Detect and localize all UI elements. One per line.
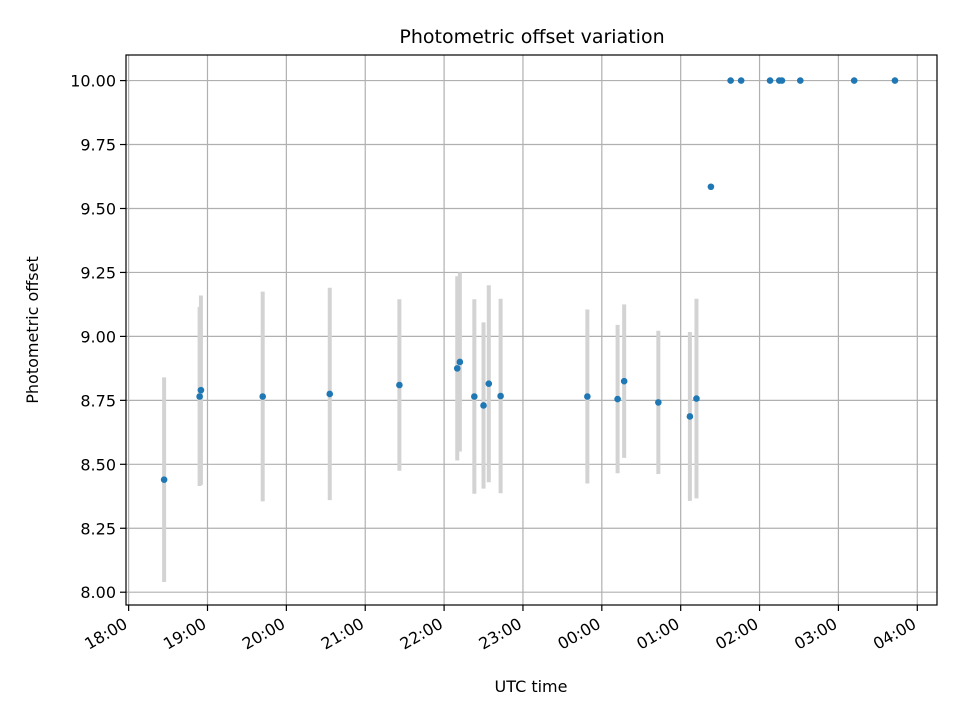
data-point [655,399,662,406]
data-point [614,395,621,403]
error-bars [162,272,699,582]
data-point [471,393,478,400]
data-point [197,386,205,394]
data-point [778,77,786,84]
data-point [620,377,628,385]
data-point [160,476,168,483]
data-point [497,392,504,400]
data-point [396,381,403,389]
y-tick-label: 8.25 [80,519,116,538]
x-tick-label: 22:00 [397,614,446,654]
y-tick-label: 9.00 [80,327,116,346]
x-tick-label: 20:00 [239,614,288,654]
data-point [727,77,734,84]
x-tick-label: 04:00 [870,614,919,654]
data-point [766,77,774,84]
y-tick-label: 8.75 [80,391,116,410]
chart-title: Photometric offset variation [399,26,664,48]
data-point [737,77,745,84]
data-point [796,77,804,84]
data-points [160,77,899,483]
y-axis-title: Photometric offset [23,256,42,404]
y-axis: 8.00 8.25 8.50 8.75 9.00 9.25 9.50 9.75 10.00 [70,72,126,602]
data-point [456,358,464,366]
x-tick-label: 01:00 [633,614,682,654]
data-point [259,393,267,400]
data-point [707,183,715,191]
x-tick-label: 23:00 [476,614,525,654]
data-point [850,77,858,84]
data-point [196,393,203,400]
y-tick-label: 8.50 [80,455,116,474]
data-point [584,393,591,400]
y-tick-label: 8.00 [80,583,116,602]
x-tick-label: 21:00 [318,614,367,654]
data-point [326,390,334,398]
x-axis-title: UTC time [495,677,568,696]
plot-frame [125,54,938,606]
x-tick-label: 02:00 [712,614,761,654]
y-tick-label: 10.00 [70,72,116,91]
x-tick-label: 19:00 [160,614,209,654]
data-point [686,413,694,420]
data-point [693,395,700,402]
x-tick-label: 00:00 [554,614,603,654]
y-tick-label: 9.25 [80,263,116,282]
x-tick-label: 18:00 [81,614,130,654]
data-point [891,77,899,84]
y-tick-label: 9.75 [80,136,116,155]
x-tick-label: 03:00 [791,614,840,654]
data-point [485,380,493,388]
grid [126,55,937,605]
y-tick-label: 9.50 [80,199,116,218]
x-axis: 18:00 19:00 20:00 21:00 22:00 23:00 00:00 01:00… [81,605,919,654]
data-point [480,402,487,409]
data-point [453,365,461,372]
